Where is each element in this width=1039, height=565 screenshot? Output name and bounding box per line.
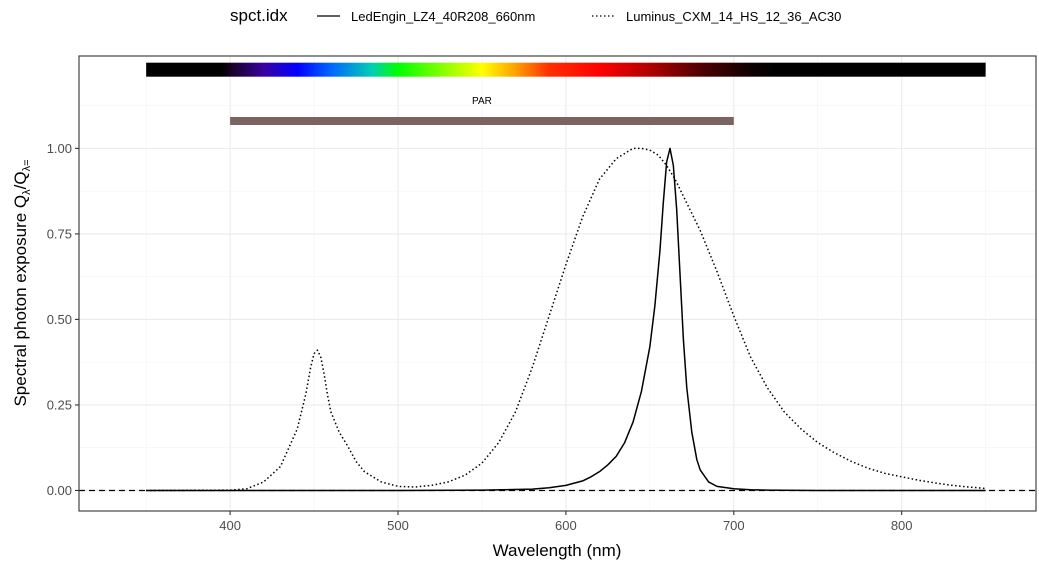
y-tick-label: 0.50 — [47, 312, 72, 327]
par-label: PAR — [472, 96, 492, 107]
series-line-0 — [146, 147, 986, 492]
y-title-sub2: λ= — [21, 159, 33, 171]
y-title-sub1: λ — [21, 189, 33, 195]
y-tick-label: 0.00 — [47, 483, 72, 498]
x-tick-label: 800 — [891, 518, 913, 533]
x-tick-label: 600 — [555, 518, 577, 533]
grid — [79, 56, 1036, 511]
panel-background — [79, 56, 1036, 511]
plot-panel: PAR — [78, 55, 1037, 512]
x-tick-label: 400 — [219, 518, 241, 533]
par-bar — [230, 117, 734, 125]
x-axis-title: Wavelength (nm) — [493, 541, 622, 560]
series-line-1 — [146, 147, 986, 492]
panel-border — [78, 55, 1037, 512]
y-tick-label: 1.00 — [47, 141, 72, 156]
legend: spct.idx LedEngin_LZ4_40R208_660nm Lumin… — [230, 6, 841, 25]
y-tick-label: 0.75 — [47, 226, 72, 241]
y-title-slash: /Q — [11, 171, 30, 189]
x-tick-label: 700 — [723, 518, 745, 533]
x-axis: 400 500 600 700 800 — [219, 511, 913, 533]
y-tick-label: 0.25 — [47, 397, 72, 412]
x-tick-label: 500 — [387, 518, 409, 533]
legend-label: LedEngin_LZ4_40R208_660nm — [351, 9, 535, 24]
y-axis-title: Spectral photon exposure Qλ/Qλ= — [11, 159, 33, 406]
legend-title: spct.idx — [230, 6, 288, 25]
y-title-main: Spectral photon exposure Q — [11, 195, 30, 407]
series-lines — [146, 147, 986, 492]
legend-label: Luminus_CXM_14_HS_12_36_AC30 — [626, 9, 841, 24]
spectrum-color-bar — [146, 62, 986, 77]
y-axis: 0.00 0.25 0.50 0.75 1.00 — [47, 141, 79, 498]
